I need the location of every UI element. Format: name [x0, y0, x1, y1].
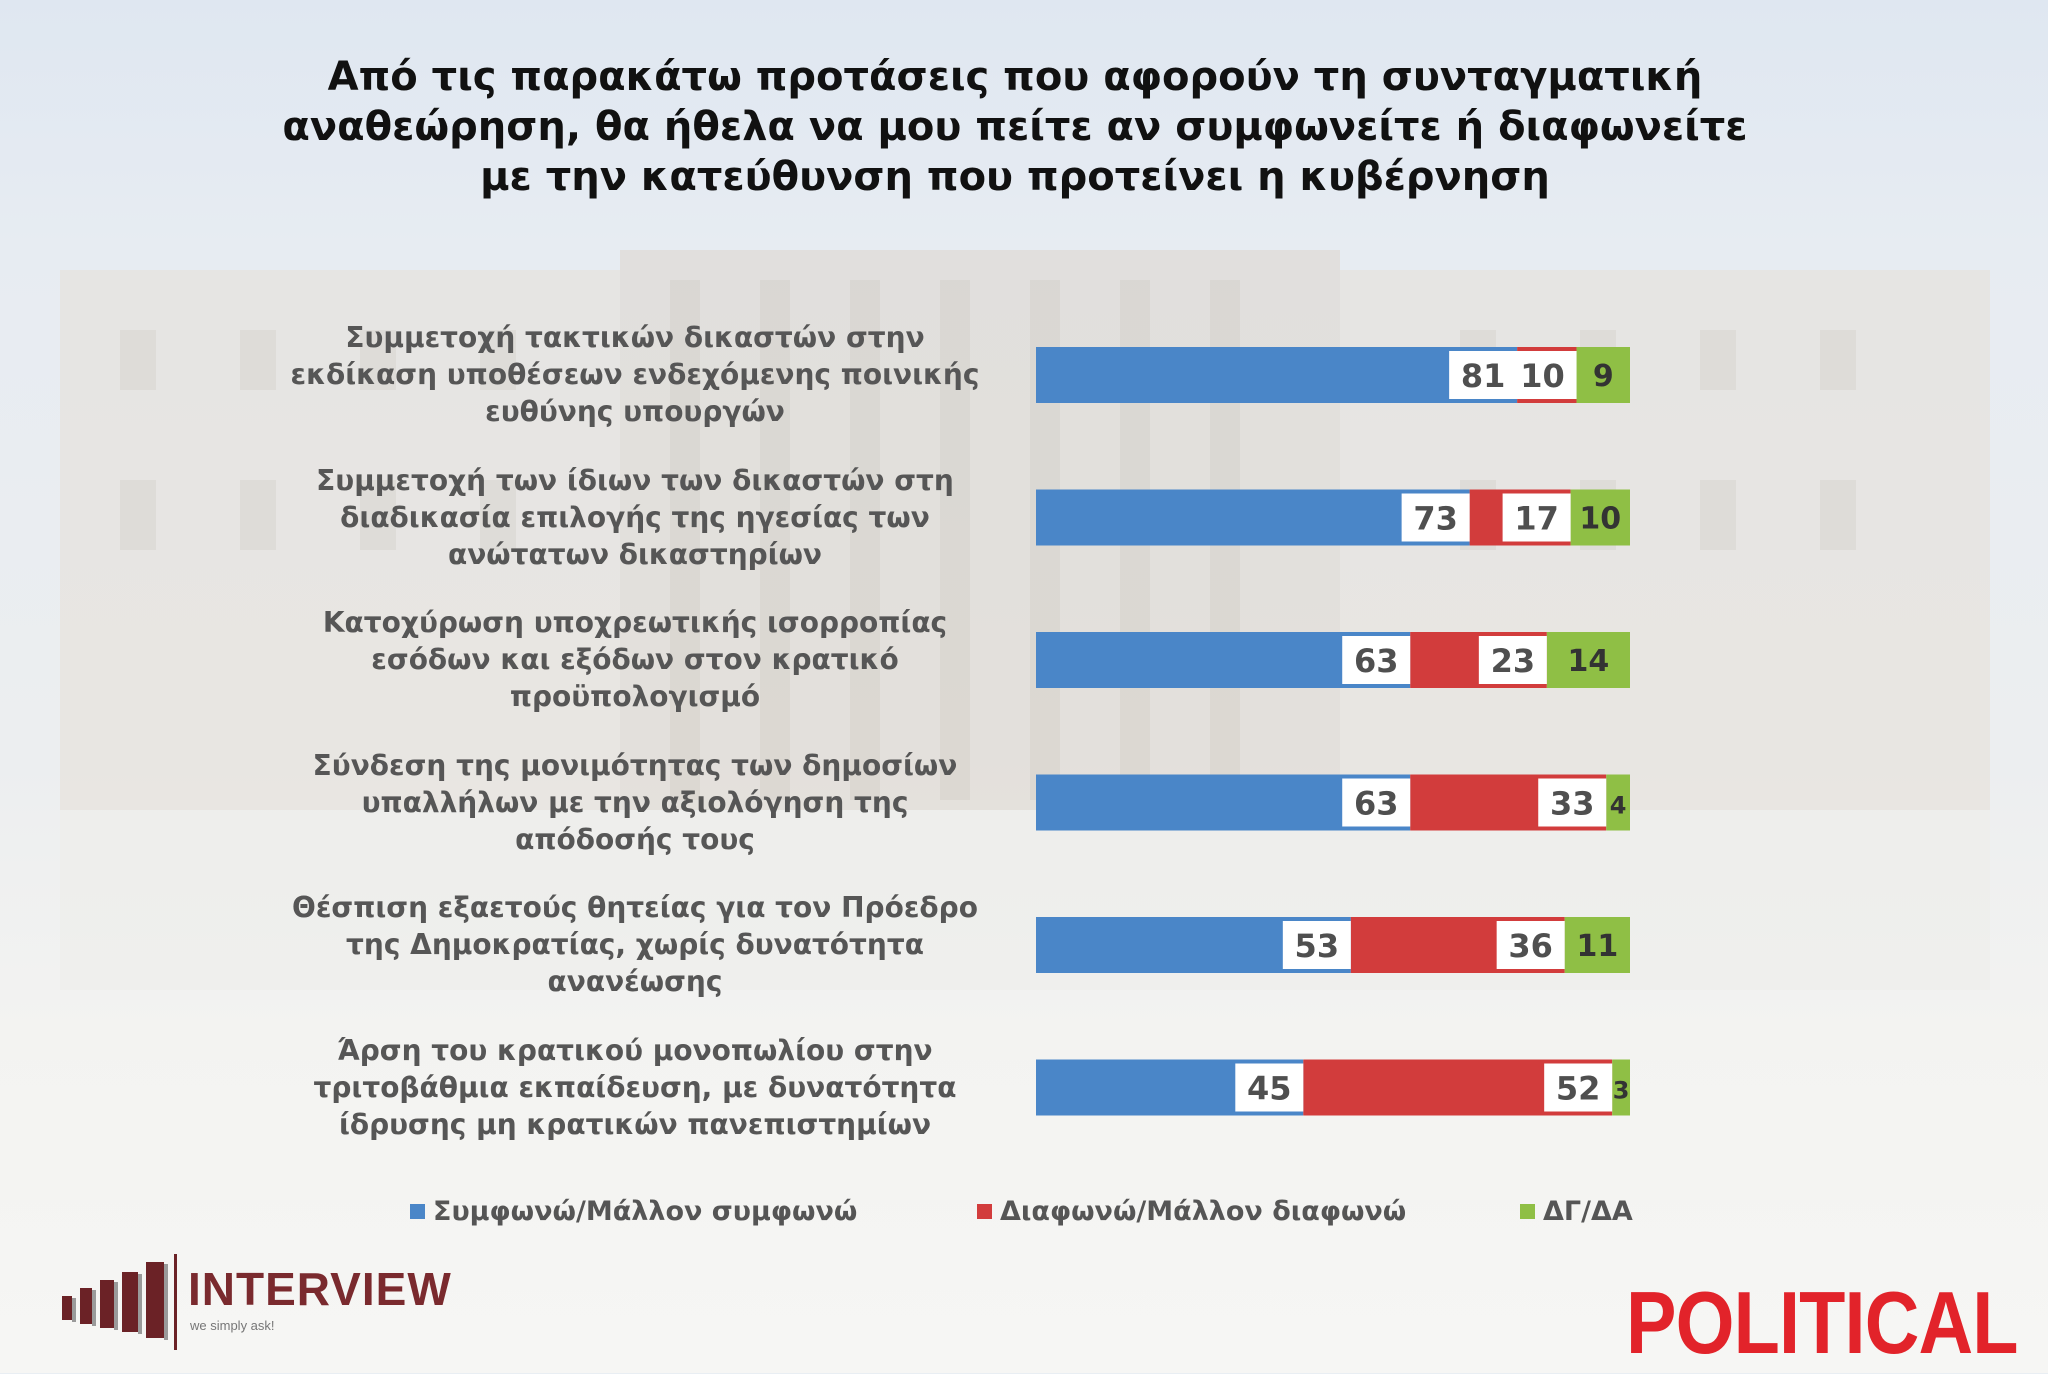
bar-segment-agree [1036, 489, 1470, 546]
category-label: Συμμετοχή των ίδιων των δικαστών στη δια… [316, 463, 954, 571]
parliament-building-backdrop [60, 250, 1990, 990]
value-label-agree: 45 [1247, 1070, 1292, 1108]
legend-label-agree: Συμφωνώ/Μάλλον συμφωνώ [433, 1196, 858, 1227]
legend-item-dk: ΔΓ/ΔΑ [1520, 1196, 1633, 1227]
legend-label-dk: ΔΓ/ΔΑ [1543, 1196, 1633, 1227]
value-label-dk: 9 [1593, 359, 1614, 394]
value-label-agree: 73 [1413, 500, 1458, 538]
value-label-box-agree [1235, 1063, 1304, 1112]
bar-segment-dk [1612, 1059, 1630, 1116]
interview-logo-word: INTERVIEW [188, 1263, 452, 1315]
value-label-box-agree [1342, 778, 1411, 827]
value-label-box-disagree [1502, 493, 1571, 542]
value-label-dk: 10 [1579, 502, 1621, 537]
value-label-agree: 53 [1295, 927, 1340, 965]
value-label-dk: 3 [1613, 1077, 1630, 1105]
value-label-disagree: 17 [1514, 500, 1559, 538]
category-label: Κατοχύρωση υποχρεωτικής ισορροπίας εσόδω… [322, 606, 948, 713]
bar-segment-dk [1570, 489, 1630, 546]
value-label-box-disagree [1544, 1063, 1613, 1112]
value-label-disagree: 33 [1550, 785, 1595, 823]
legend-item-agree: Συμφωνώ/Μάλλον συμφωνώ [410, 1196, 857, 1227]
value-label-box-agree [1449, 351, 1518, 399]
value-label-disagree: 36 [1508, 927, 1553, 965]
category-label: Άρση του κρατικού μονοπωλίου στην τριτοβ… [313, 1033, 957, 1141]
category-label: Σύνδεση της μονιμότητας των δημοσίων υπα… [312, 748, 958, 856]
value-label-agree: 63 [1354, 642, 1399, 680]
legend-swatch-dk [1520, 1204, 1535, 1219]
value-label-box-disagree [1508, 351, 1577, 399]
value-label-box-agree [1401, 493, 1470, 542]
value-label-dk: 14 [1568, 644, 1610, 679]
value-label-box-agree [1342, 636, 1411, 684]
bar-segment-dk [1564, 917, 1630, 973]
value-label-box-disagree [1538, 778, 1607, 827]
bar-segment-dk [1546, 632, 1630, 688]
political-logo: POLITICAL [1626, 1273, 2019, 1372]
value-label-box-agree [1282, 921, 1351, 969]
value-label-disagree: 10 [1520, 357, 1565, 395]
legend-label-disagree: Διαφωνώ/Μάλλον διαφωνώ [1000, 1196, 1407, 1227]
value-label-box-disagree [1478, 636, 1547, 684]
legend-swatch-disagree [977, 1204, 992, 1219]
value-label-dk: 11 [1576, 929, 1618, 964]
legend-item-disagree: Διαφωνώ/Μάλλον διαφωνώ [977, 1196, 1406, 1227]
value-label-agree: 81 [1461, 357, 1506, 395]
category-label: Συμμετοχή τακτικών δικαστών στην εκδίκασ… [290, 321, 980, 428]
value-label-dk: 4 [1610, 792, 1627, 820]
value-label-agree: 63 [1354, 785, 1399, 823]
legend: Συμφωνώ/Μάλλον συμφωνώ Διαφωνώ/Μάλλον δι… [0, 1196, 2048, 1236]
bar-segment-agree [1036, 347, 1518, 403]
value-label-disagree: 52 [1556, 1070, 1601, 1108]
value-label-box-disagree [1496, 921, 1565, 969]
interview-logo-icon [62, 1254, 177, 1350]
interview-logo-tagline: we simply ask! [190, 1318, 275, 1333]
bar-segment-dk [1606, 774, 1630, 831]
bar-segment-dk [1576, 347, 1630, 403]
interview-logo: INTERVIEW we simply ask! [58, 1252, 508, 1362]
legend-swatch-agree [410, 1204, 425, 1219]
chart-title: Από τις παρακάτω προτάσεις που αφορούν τ… [282, 54, 1748, 200]
category-label: Θέσπιση εξαετούς θητείας για τον Πρόεδρο… [292, 891, 978, 998]
value-label-disagree: 23 [1491, 642, 1536, 680]
